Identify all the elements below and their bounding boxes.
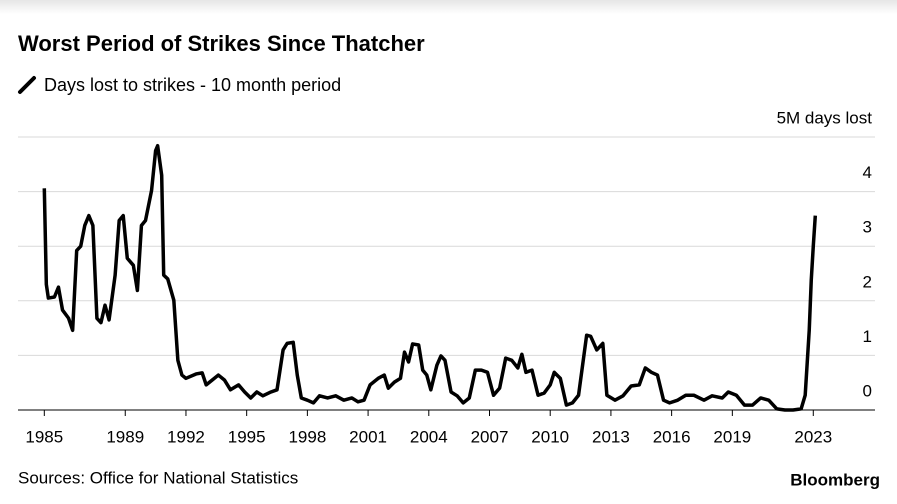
- x-tick-label: 2016: [653, 427, 691, 446]
- legend-swatch: [18, 76, 36, 94]
- y-tick-label: 5M days lost: [777, 108, 873, 127]
- source: Sources: Office for National Statistics: [18, 468, 298, 487]
- y-tick-label: 3: [863, 218, 872, 237]
- legend-label: Days lost to strikes - 10 month period: [44, 75, 341, 95]
- y-tick-label: 4: [863, 163, 872, 182]
- x-tick-label: 2001: [349, 427, 387, 446]
- x-tick-label: 1985: [25, 427, 63, 446]
- x-tick-label: 2004: [410, 427, 448, 446]
- y-tick-label: 2: [863, 272, 872, 291]
- chart-title: Worst Period of Strikes Since Thatcher: [18, 31, 425, 56]
- x-tick-label: 1998: [288, 427, 326, 446]
- x-tick-label: 2019: [713, 427, 751, 446]
- top-shade: [0, 0, 897, 14]
- x-tick-label: 2013: [592, 427, 630, 446]
- line-series: [42, 143, 818, 412]
- x-tick-label: 2023: [794, 427, 832, 446]
- x-tick-label: 1992: [167, 427, 205, 446]
- brand: Bloomberg: [790, 470, 880, 489]
- y-tick-label: 0: [863, 381, 872, 400]
- x-tick-label: 2010: [531, 427, 569, 446]
- x-tick-label: 1989: [106, 427, 144, 446]
- x-tick-label: 1995: [228, 427, 266, 446]
- x-tick-label: 2007: [471, 427, 509, 446]
- y-tick-label: 1: [863, 327, 872, 346]
